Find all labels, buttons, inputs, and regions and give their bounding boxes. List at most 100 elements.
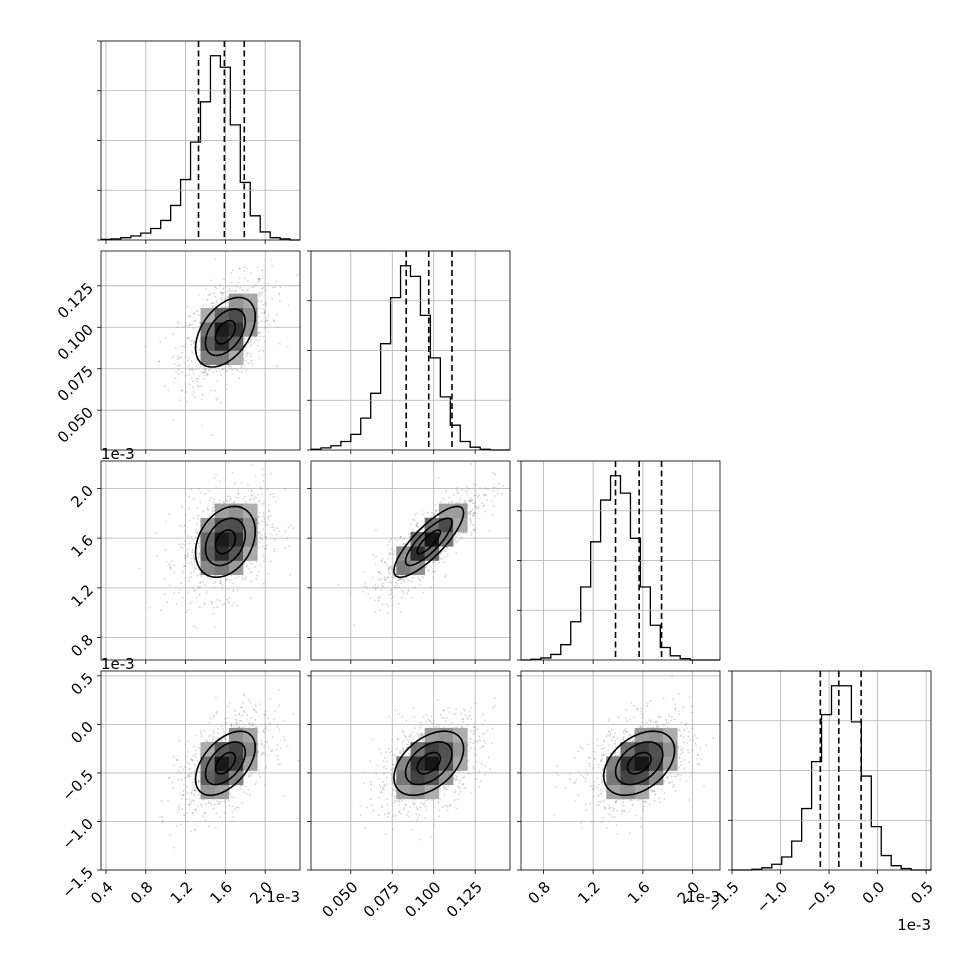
scatter-point — [254, 496, 256, 498]
scatter-point — [389, 541, 391, 543]
scatter-point — [197, 794, 199, 796]
scatter-point — [193, 372, 195, 374]
scatter-point — [273, 496, 275, 498]
scatter-point — [191, 760, 193, 762]
scatter-point — [458, 794, 460, 796]
scatter-point — [242, 703, 244, 705]
scatter-point — [175, 372, 177, 374]
scatter-point — [250, 702, 252, 704]
scatter-point — [199, 349, 201, 351]
scatter-point — [239, 277, 241, 279]
scatter-point — [189, 776, 191, 778]
scatter-point — [438, 725, 440, 727]
scatter-point — [194, 568, 196, 570]
scatter-point — [395, 815, 397, 817]
scatter-point — [213, 732, 215, 734]
scatter-point — [190, 561, 192, 563]
scatter-point — [473, 768, 475, 770]
scatter-point — [412, 731, 414, 733]
scatter-point — [380, 786, 382, 788]
scatter-point — [186, 391, 188, 393]
scatter-point — [259, 358, 261, 360]
scatter-point — [422, 739, 424, 741]
scatter-point — [237, 589, 239, 591]
scatter-point — [460, 538, 462, 540]
scatter-point — [259, 776, 261, 778]
scatter-point — [464, 714, 466, 716]
scatter-point — [394, 796, 396, 798]
scatter-point — [394, 586, 396, 588]
scatter-point — [255, 711, 257, 713]
scatter-point — [241, 802, 243, 804]
scatter-point — [380, 753, 382, 755]
scatter-point — [448, 502, 450, 504]
scatter-point — [258, 547, 260, 549]
scatter-point — [482, 732, 484, 734]
scatter-point — [180, 356, 182, 358]
scatter-point — [578, 771, 580, 773]
scatter-point — [204, 493, 206, 495]
scatter-point — [276, 749, 278, 751]
scatter-point — [434, 561, 436, 563]
scatter-point — [230, 498, 232, 500]
scatter-point — [403, 809, 405, 811]
scatter-point — [459, 788, 461, 790]
scatter-point — [364, 586, 366, 588]
scatter-point — [405, 804, 407, 806]
scatter-point — [267, 517, 269, 519]
scatter-point — [439, 809, 441, 811]
scatter-point — [398, 586, 400, 588]
scatter-point — [414, 716, 416, 718]
scatter-point — [242, 498, 244, 500]
scatter-point — [191, 378, 193, 380]
scatter-point — [460, 712, 462, 714]
scatter-point — [416, 806, 418, 808]
scatter-point — [446, 789, 448, 791]
scatter-point — [215, 474, 217, 476]
density-cell — [396, 785, 411, 800]
scatter-point — [213, 716, 215, 718]
scatter-point — [375, 530, 377, 532]
scatter-point — [246, 793, 248, 795]
scatter-point — [273, 719, 275, 721]
scatter-point — [223, 278, 225, 280]
scatter-point — [198, 770, 200, 772]
scatter-point — [250, 724, 252, 726]
scatter-point — [186, 554, 188, 556]
scatter-point — [268, 331, 270, 333]
scatter-point — [196, 310, 198, 312]
scatter-point — [259, 564, 261, 566]
scatter-point — [220, 297, 222, 299]
scatter-point — [217, 803, 219, 805]
scatter-point — [222, 584, 224, 586]
scatter-point — [205, 305, 207, 307]
scatter-point — [480, 780, 482, 782]
scatter-point — [235, 724, 237, 726]
scatter-point — [455, 708, 457, 710]
scatter-point — [247, 565, 249, 567]
scatter-point — [265, 766, 267, 768]
scatter-point — [610, 807, 612, 809]
scatter-point — [405, 736, 407, 738]
scatter-point — [212, 602, 214, 604]
density-cell — [243, 504, 258, 518]
scatter-point — [188, 773, 190, 775]
scatter-point — [276, 755, 278, 757]
scatter-point — [391, 589, 393, 591]
scatter-point — [419, 727, 421, 729]
scatter-point — [375, 556, 377, 558]
scatter-point — [382, 781, 384, 783]
scatter-point — [214, 737, 216, 739]
scatter-point — [268, 510, 270, 512]
scatter-point — [188, 365, 190, 367]
scatter-point — [233, 797, 235, 799]
scatter-point — [393, 550, 395, 552]
scatter-point — [423, 592, 425, 594]
scatter-point — [265, 524, 267, 526]
scatter-point — [447, 554, 449, 556]
scatter-point — [188, 316, 190, 318]
density-cell — [411, 785, 426, 800]
scatter-point — [375, 773, 377, 775]
scatter-point — [431, 512, 433, 514]
scatter-point — [446, 718, 448, 720]
